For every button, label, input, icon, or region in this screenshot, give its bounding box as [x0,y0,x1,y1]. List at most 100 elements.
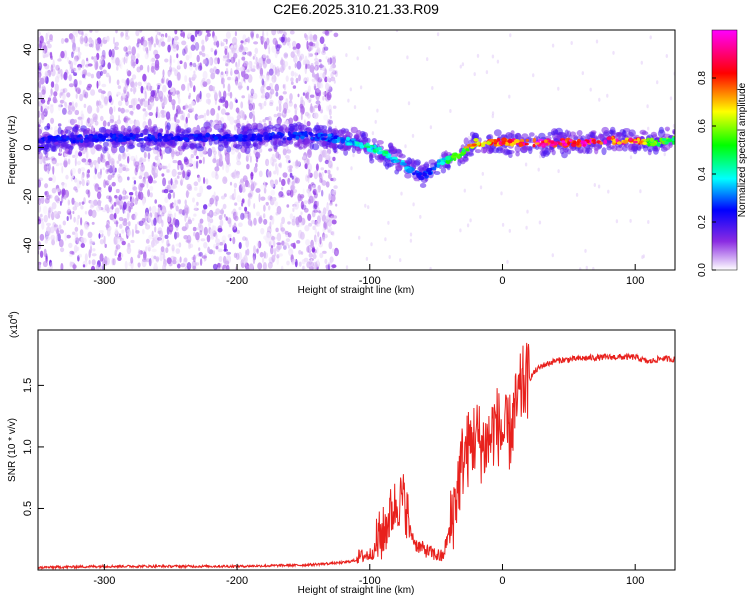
spectrogram-noise-cell [123,85,128,91]
spectrogram-noise-cell [267,116,272,123]
spectrogram-ridge-cell [83,139,90,144]
spectrogram-noise-cell [242,236,247,241]
spectrogram-noise-cell [328,193,332,201]
spectrogram-noise-cell [93,174,97,180]
spectrogram-noise-cell [207,98,211,106]
spectrogram-noise-cell [81,31,84,36]
spectrogram-noise-cell [134,197,138,205]
spectrogram-noise-cell [311,220,315,224]
spectrogram-noise-cell [46,100,50,105]
spectrogram-noise-cell [314,61,319,66]
spectrogram-noise-cell [209,197,214,205]
spectrogram-noise-cell [42,50,46,57]
spectrogram-noise-cell [219,241,224,246]
spectrogram-noise-cell [116,65,119,71]
spectrogram-noise-cell [95,264,100,270]
spectrogram-ridge-halo [641,131,649,136]
spectrogram-noise-cell [276,112,282,118]
spectrogram-noise-cell [227,76,232,81]
spectrogram-noise-cell [173,217,176,224]
spectrogram-noise-cell [235,80,239,86]
spectrogram-noise-cell [404,144,407,149]
spectrogram-noise-cell [100,168,102,176]
spectrogram-noise-cell [121,229,125,234]
spectrogram-noise-cell [158,215,161,225]
spectrogram-ridge-halo [166,122,171,131]
y-tick-label: 0 [22,144,34,150]
spectrogram-noise-cell [193,186,198,191]
spectrogram-noise-cell [156,112,161,119]
spectrogram-noise-cell [180,263,186,268]
spectrogram-noise-cell [155,257,159,263]
spectrogram-noise-cell [306,63,311,69]
spectrogram-noise-cell [328,241,333,250]
spectrogram-noise-cell [251,33,254,40]
spectrogram-noise-cell [222,176,228,184]
spectrogram-noise-cell [317,104,321,112]
spectrogram-noise-cell [184,75,188,83]
spectrogram-noise-cell [67,104,72,112]
spectrogram-noise-cell [134,223,138,232]
spectrogram-noise-cell [640,60,643,65]
spectrogram-noise-cell [44,183,49,189]
spectrogram-noise-cell [206,185,212,190]
spectrogram-noise-cell [38,73,41,81]
spectrogram-noise-cell [314,228,318,235]
spectrogram-noise-cell [227,92,232,97]
spectrogram-ridge-halo [383,160,388,167]
spectrogram-noise-cell [113,212,117,220]
spectrogram-noise-cell [189,64,193,71]
spectrogram-noise-cell [279,30,283,34]
spectrogram-noise-cell [174,212,177,218]
spectrogram-noise-cell [300,211,303,215]
spectrogram-noise-cell [59,146,62,155]
spectrogram-noise-cell [175,248,181,255]
spectrogram-noise-cell [88,37,93,44]
spectrogram-ridge-halo [369,158,375,164]
spectrogram-noise-cell [370,242,373,247]
spectrogram-ridge-cell [170,136,176,140]
spectrogram-ridge-cell [445,155,451,161]
spectrogram-noise-cell [263,100,267,107]
spectrogram-noise-cell [330,177,334,182]
spectrogram-noise-cell [419,214,422,219]
spectrogram-ridge-cell [383,150,389,155]
spectrogram-noise-cell [139,157,143,163]
spectrogram-noise-cell [246,120,249,125]
spectrogram-noise-cell [267,44,271,50]
spectrogram-noise-cell [40,114,45,124]
spectrogram-noise-cell [144,91,147,100]
spectrogram-noise-cell [125,120,129,128]
spectrogram-ridge-halo [351,146,356,154]
spectrogram-ridge-cell [63,134,67,139]
bottom-y-ticks: 0.51.01.5 [22,378,44,516]
spectrogram-noise-cell [276,49,280,55]
spectrogram-ridge-cell [337,136,341,142]
spectrogram-noise-cell [73,186,78,191]
spectrogram-noise-cell [55,188,61,193]
spectrogram-noise-cell [40,98,46,104]
spectrogram-noise-cell [123,46,128,52]
spectrogram-noise-cell [127,210,130,218]
spectrogram-ridge-halo [188,143,196,149]
spectrogram-ridge-cell [300,135,305,140]
spectrogram-noise-cell [314,234,317,242]
spectrogram-noise-cell [282,84,285,89]
spectrogram-ridge-halo [598,134,604,139]
spectrogram-ridge-cell [564,143,568,146]
spectrogram-noise-cell [307,158,310,165]
spectrogram-ridge-halo [345,130,351,138]
spectrogram-noise-cell [212,225,217,234]
spectrogram-noise-cell [248,211,252,221]
spectrogram-ridge-cell [268,132,272,136]
spectrogram-noise-cell [168,163,171,169]
spectrogram-ridge-halo [404,172,412,179]
spectrogram-ridge-cell [158,136,162,139]
spectrogram-noise-cell [252,65,256,69]
spectrogram-noise-cell [86,179,90,186]
spectrogram-noise-cell [286,204,290,208]
spectrogram-noise-cell [50,88,53,96]
spectrogram-noise-cell [47,267,51,270]
spectrogram-ridge-halo [488,147,494,154]
spectrogram-noise-cell [595,39,599,44]
